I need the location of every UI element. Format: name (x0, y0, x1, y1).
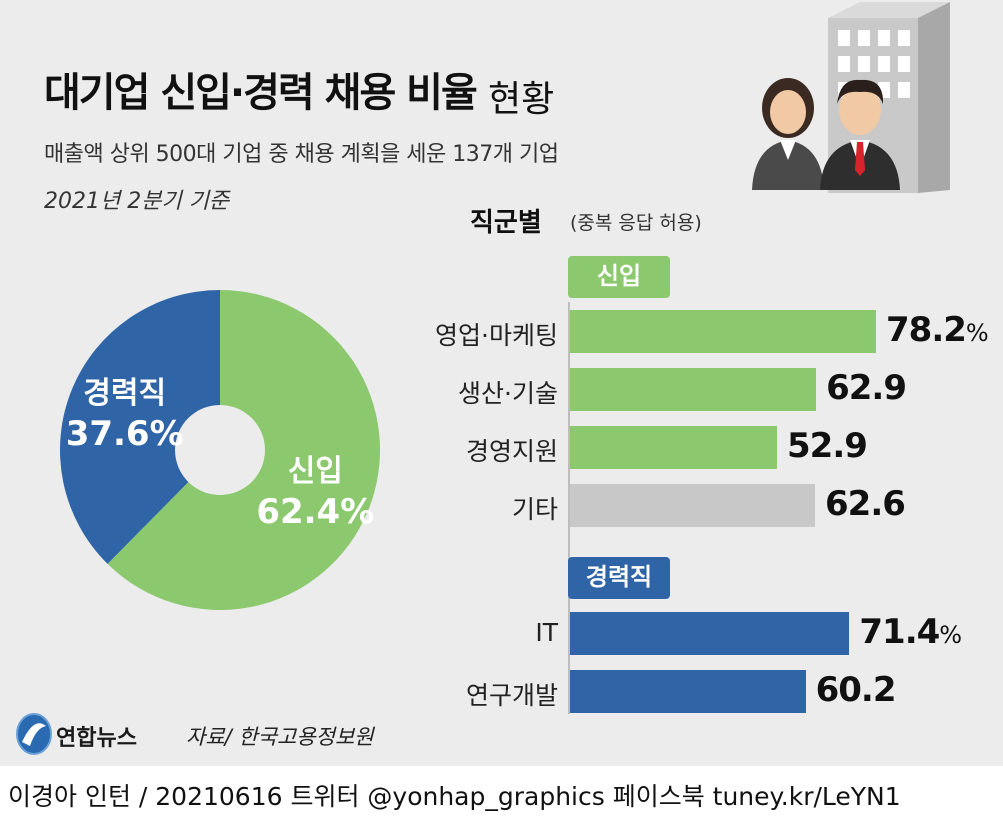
bar-axis-line (568, 302, 570, 714)
pie-slice-label: 신입 (288, 454, 343, 489)
bar (570, 484, 815, 527)
businessman-icon (820, 79, 900, 190)
bar-value-label: 78.2% (886, 310, 989, 350)
bar-chart-title: 직군별 (470, 208, 542, 238)
bar (570, 426, 777, 469)
bar-value-label: 62.6 (825, 484, 906, 524)
pie-slice-experienced (59, 290, 220, 564)
bar-chart-note: (중복 응답 허용) (570, 212, 702, 234)
bar-category-label: 기타 (511, 495, 558, 524)
pie-slice-label: 경력직 (83, 376, 166, 411)
bar-value-label: 52.9 (787, 426, 868, 466)
page-title-suffix: 현황 (488, 79, 555, 120)
bar-category-label: 영업·마케팅 (435, 321, 558, 350)
bar (570, 368, 817, 411)
yonhap-logo-icon (16, 713, 52, 755)
credit-line: 이경아 인턴 / 20210616 트위터 @yonhap_graphics 페… (8, 782, 901, 811)
bar-value-unit: % (965, 319, 989, 347)
bar-category-label: 연구개발 (465, 681, 558, 710)
bar-category-label: IT (535, 618, 558, 647)
bar-category-label: 경영지원 (465, 437, 558, 466)
group-badge-experienced: 경력직 (568, 557, 670, 599)
bar (570, 670, 806, 713)
bar-category-label: 생산·기술 (458, 379, 558, 408)
bar-value-label: 62.9 (826, 368, 907, 408)
page-title: 대기업 신입·경력 채용 비율 (44, 70, 478, 116)
bar (570, 612, 850, 655)
pie-slice-value: 62.4% (256, 492, 374, 532)
source-note: 자료/ 한국고용정보원 (186, 725, 374, 749)
subtitle: 매출액 상위 500대 기업 중 채용 계획을 세운 137개 기업 (44, 142, 559, 167)
date-note: 2021년 2분기 기준 (44, 189, 230, 214)
businesswoman-icon (752, 78, 824, 190)
bar-value-label: 71.4% (859, 612, 962, 652)
pie-slice-value: 37.6% (66, 414, 184, 454)
bar-value-unit: % (939, 621, 962, 649)
bar-value-label: 60.2 (815, 670, 897, 710)
office-building-icon (752, 2, 950, 193)
bar (570, 310, 876, 353)
group-badge-new-hire: 신입 (568, 256, 670, 298)
donut-hole (175, 405, 265, 495)
yonhap-logo-text: 연합뉴스 (56, 726, 137, 751)
